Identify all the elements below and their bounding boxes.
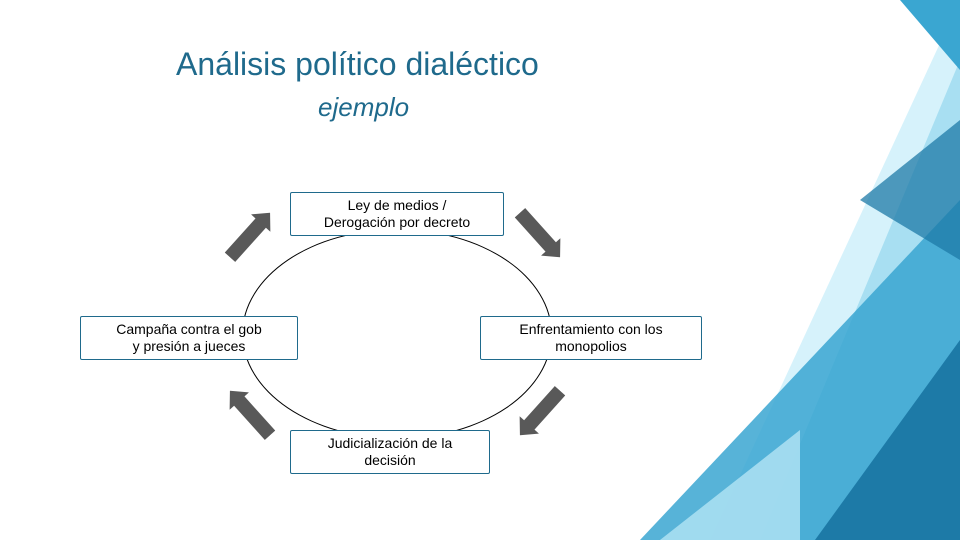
slide-subtitle: ejemplo — [318, 92, 409, 123]
cycle-node-top: Ley de medios /Derogación por decreto — [290, 192, 504, 236]
cycle-node-left: Campaña contra el goby presión a jueces — [80, 316, 298, 360]
corner-decoration — [600, 0, 960, 540]
cycle-node-bottom: Judicialización de ladecisión — [290, 430, 490, 474]
cycle-arrow — [510, 204, 569, 266]
slide: { "canvas": { "width": 960, "height": 54… — [0, 0, 960, 540]
cycle-arrow — [220, 204, 279, 266]
deco-triangle — [900, 0, 960, 70]
slide-title: Análisis político dialéctico — [176, 46, 539, 83]
cycle-node-right: Enfrentamiento con losmonopolios — [480, 316, 702, 360]
